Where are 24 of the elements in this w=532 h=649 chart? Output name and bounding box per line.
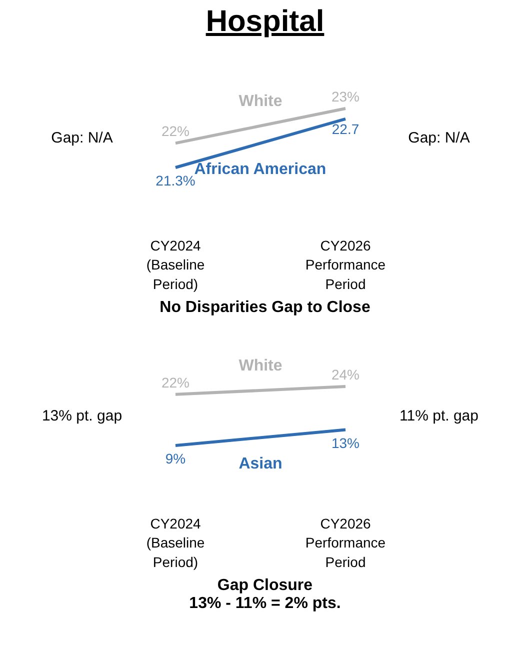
chart-title: Hospital — [204, 5, 326, 39]
series-label: White — [238, 358, 282, 375]
text: 13% - 11% = 2% pts. — [189, 595, 341, 612]
text: Gap Closure — [217, 577, 313, 594]
x-tick-label: CY2024 (Baseline Period) — [146, 238, 205, 292]
data-label: 23% — [331, 88, 360, 104]
data-label: 22% — [161, 123, 190, 140]
text: No Disparities Gap to Close — [158, 299, 372, 317]
series-label: White — [238, 92, 282, 110]
series-label: Asian — [238, 456, 282, 473]
annotation: Gap: N/A — [51, 130, 113, 146]
data-label: 21.3% — [156, 172, 196, 188]
data-label: 22.7 — [332, 120, 360, 137]
data-label: 13% — [331, 434, 360, 451]
x-tick-label: CY2024 (Baseline Period) — [146, 516, 205, 570]
annotation: Gap: N/A — [408, 130, 470, 146]
data-label: 9% — [165, 450, 186, 467]
data-label: 22% — [161, 374, 190, 391]
x-tick-label: CY2026 Performance Period — [305, 516, 386, 570]
x-tick-label: CY2026 Performance Period — [305, 238, 386, 292]
annotation: 11% pt. gap — [400, 408, 478, 425]
annotation: 13% pt. gap — [42, 408, 122, 425]
data-label: 24% — [331, 366, 360, 383]
series-label: African American — [194, 161, 326, 178]
